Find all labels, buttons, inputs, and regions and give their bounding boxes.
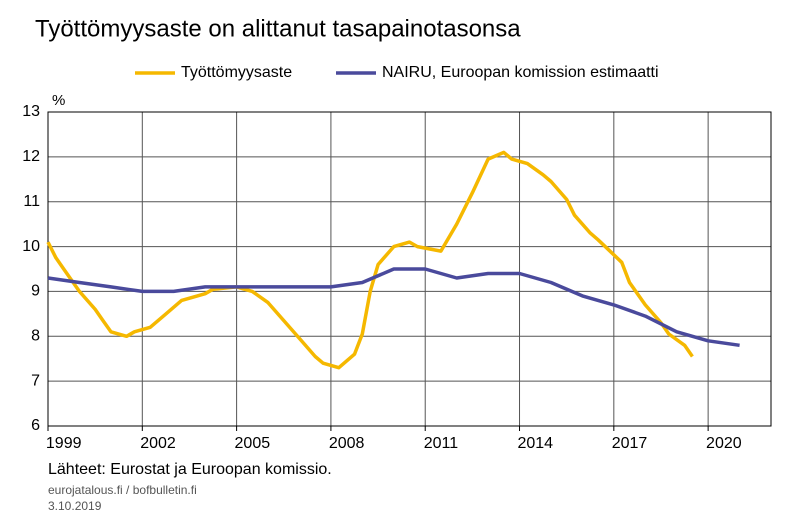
x-tick-label: 2011 bbox=[424, 435, 459, 452]
x-tick-label: 2008 bbox=[329, 435, 365, 452]
x-tick-label: 2014 bbox=[517, 435, 553, 452]
legend-label: Työttömyysaste bbox=[181, 64, 292, 81]
x-tick-label: 2002 bbox=[140, 435, 176, 452]
y-tick-label: 10 bbox=[22, 238, 40, 255]
y-tick-label: 8 bbox=[31, 328, 40, 345]
x-tick-label: 2020 bbox=[706, 435, 742, 452]
footer-site: eurojatalous.fi / bofbulletin.fi bbox=[48, 483, 197, 497]
y-tick-label: 11 bbox=[23, 193, 40, 210]
y-tick-label: 6 bbox=[31, 417, 40, 434]
series-line bbox=[47, 267, 740, 348]
source: Lähteet: Eurostat ja Euroopan komissio. bbox=[48, 461, 332, 478]
footer-date: 3.10.2019 bbox=[48, 499, 102, 513]
y-axis-label: % bbox=[52, 92, 65, 109]
x-tick-label: 1999 bbox=[46, 435, 82, 452]
y-tick-label: 13 bbox=[22, 103, 40, 120]
x-tick-label: 2005 bbox=[235, 435, 271, 452]
legend-label: NAIRU, Euroopan komission estimaatti bbox=[382, 64, 659, 81]
x-tick-label: 2017 bbox=[612, 435, 648, 452]
chart-title: Työttömyysaste on alittanut tasapainotas… bbox=[35, 15, 521, 42]
y-tick-label: 9 bbox=[31, 283, 40, 300]
plot-frame bbox=[47, 111, 772, 427]
y-tick-label: 7 bbox=[31, 372, 40, 389]
series-line bbox=[46, 150, 694, 370]
y-tick-label: 12 bbox=[22, 148, 40, 165]
